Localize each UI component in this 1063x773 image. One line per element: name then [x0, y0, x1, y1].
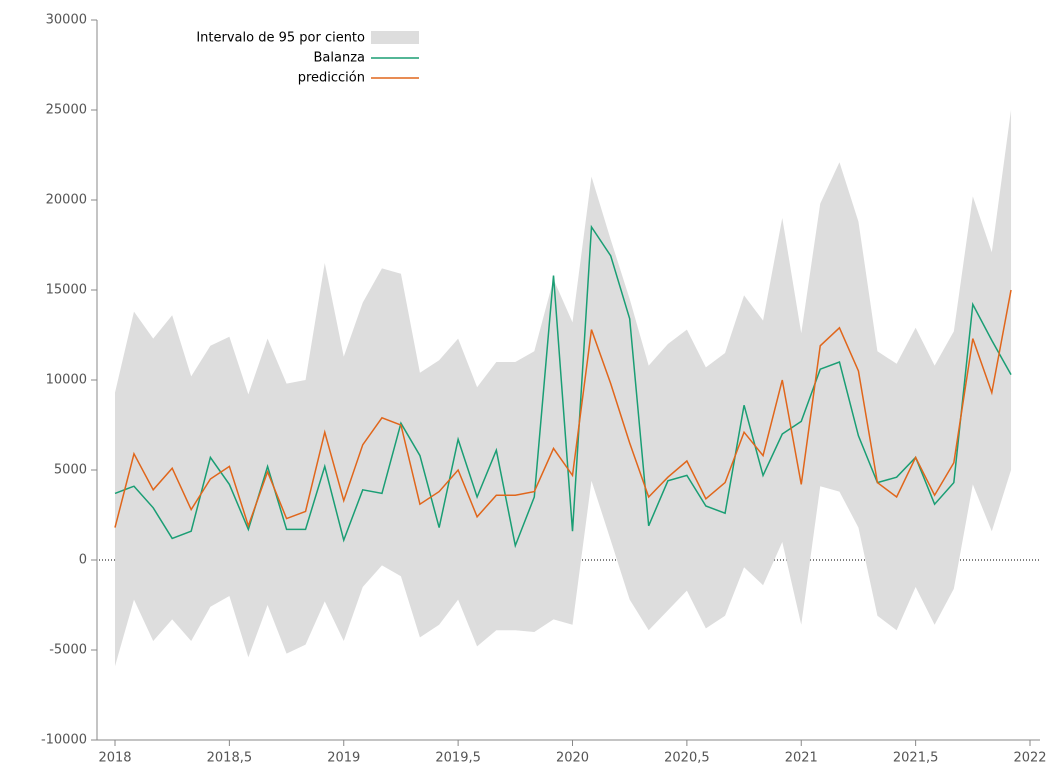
legend-swatch: [371, 31, 419, 44]
line: [114, 289, 1012, 529]
legend-label: predicción: [298, 71, 365, 86]
x-tick-label: 2021: [785, 751, 818, 766]
y-tick-label: -5000: [49, 643, 87, 658]
y-tick-label: 10000: [46, 373, 87, 388]
x-tick-label: 2019,5: [435, 751, 481, 766]
legend-label: Intervalo de 95 por ciento: [196, 31, 365, 46]
y-tick-label: 30000: [46, 13, 87, 28]
x-tick-label: 2018,5: [207, 751, 253, 766]
x-tick-label: 2019: [327, 751, 360, 766]
x-tick-label: 2018: [98, 751, 131, 766]
y-tick-label: 0: [79, 553, 87, 568]
y-tick-label: 15000: [46, 283, 87, 298]
y-tick-label: -10000: [41, 733, 87, 748]
x-tick-label: 2020,5: [664, 751, 710, 766]
x-tick-label: 2021,5: [893, 751, 939, 766]
y-tick-label: 5000: [54, 463, 87, 478]
y-tick-label: 20000: [46, 193, 87, 208]
x-tick-label: 2022: [1013, 751, 1046, 766]
line: [114, 224, 1012, 549]
y-tick-label: 25000: [46, 103, 87, 118]
x-tick-label: 2020: [556, 751, 589, 766]
legend-label: Balanza: [314, 51, 366, 66]
confidence-band: [115, 110, 1012, 667]
